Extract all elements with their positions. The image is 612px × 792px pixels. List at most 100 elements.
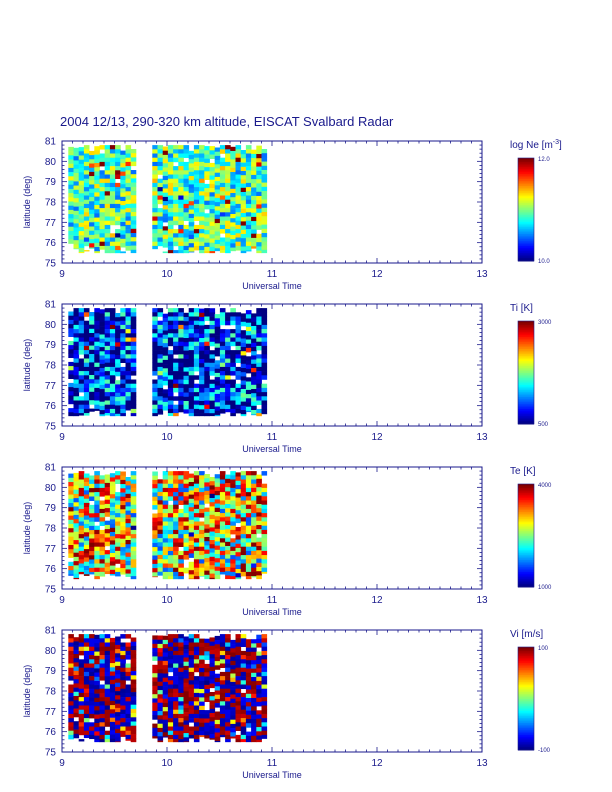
heatmap-cell [163,326,169,331]
heatmap-cell [89,329,95,334]
heatmap-cell [74,244,80,249]
heatmap-cell [110,659,116,664]
heatmap-cell [131,650,137,655]
heatmap-cell [84,359,90,364]
heatmap-cell [199,162,205,167]
heatmap-cell [225,706,231,711]
heatmap-cell [173,359,179,364]
heatmap-cell [230,333,236,338]
heatmap-cell [194,543,200,548]
heatmap-cell [178,697,184,702]
heatmap-cell [68,685,74,690]
heatmap-cell [94,488,100,493]
heatmap-cell [79,710,85,715]
heatmap-cell [256,643,262,648]
heatmap-cell [152,233,158,238]
heatmap-cell [262,367,268,372]
heatmap-cell [89,547,95,552]
heatmap-cell [178,555,184,560]
heatmap-cell [241,385,247,390]
heatmap-cell [173,208,179,213]
heatmap-cell [168,739,174,742]
heatmap-cell [173,384,179,389]
heatmap-cell [100,347,106,352]
heatmap-cell [178,354,184,359]
heatmap-cell [230,168,236,173]
heatmap-cell [163,147,169,152]
heatmap-cell [256,723,262,728]
heatmap-cell [220,317,226,322]
heatmap-cell [210,367,216,372]
heatmap-cell [236,535,242,540]
heatmap-cell [241,480,247,485]
heatmap-cell [220,392,226,397]
heatmap-cell [105,191,111,196]
heatmap-cell [210,218,216,223]
heatmap-cell [79,396,85,401]
heatmap-cell [152,162,158,167]
heatmap-cell [126,697,132,702]
heatmap-cell [262,216,268,221]
heatmap-cell [94,547,100,552]
heatmap-cell [100,568,106,573]
heatmap-cell [152,308,158,313]
heatmap-cell [131,187,137,192]
heatmap-cell [210,392,216,397]
heatmap-cell [131,688,137,693]
heatmap-cell [163,678,169,683]
heatmap-cell [184,517,190,522]
heatmap-cell [184,149,190,154]
heatmap-cell [184,363,190,368]
heatmap-cell [68,202,74,207]
heatmap-cell [262,170,268,175]
heatmap-cell [262,731,268,736]
heatmap-cell [152,384,158,389]
heatmap-cell [89,643,95,648]
heatmap-cell [84,333,90,338]
heatmap-cell [189,375,195,380]
heatmap-cell [115,410,121,415]
heatmap-cell [79,413,85,415]
heatmap-cell [173,308,179,313]
heatmap-cell [68,218,74,223]
heatmap-cell [168,333,174,338]
heatmap-cell [79,202,85,207]
heatmap-cell [210,251,216,253]
heatmap-cell [215,386,221,391]
heatmap-cell [131,705,137,710]
heatmap-cell [110,730,116,735]
heatmap-cell [246,530,252,535]
heatmap-cell [110,557,116,562]
heatmap-cell [246,690,252,695]
heatmap-cell [251,381,257,386]
heatmap-cell [152,711,158,716]
heatmap-cell [220,221,226,226]
heatmap-cell [204,545,210,550]
heatmap-cell [251,368,257,373]
heatmap-cell [131,534,137,539]
heatmap-cell [230,484,236,489]
heatmap-cell [225,525,231,530]
heatmap-cell [256,689,262,694]
heatmap-cell [110,154,116,159]
heatmap-cell [120,484,126,489]
heatmap-cell [120,522,126,527]
heatmap-cell [210,167,216,172]
heatmap-cell [210,405,216,410]
heatmap-cell [230,665,236,670]
heatmap-cell [236,187,242,192]
heatmap-cell [178,170,184,175]
heatmap-cell [194,526,200,531]
heatmap-cell [184,338,190,343]
heatmap-cell [189,193,195,198]
heatmap-cell [251,559,257,564]
heatmap-cell [204,184,210,189]
heatmap-cell [163,377,169,382]
heatmap-cell [115,158,121,163]
heatmap-cell [126,392,132,397]
heatmap-cell [256,559,262,564]
heatmap-cell [100,701,106,706]
heatmap-cell [215,156,221,161]
heatmap-cell [241,727,247,732]
